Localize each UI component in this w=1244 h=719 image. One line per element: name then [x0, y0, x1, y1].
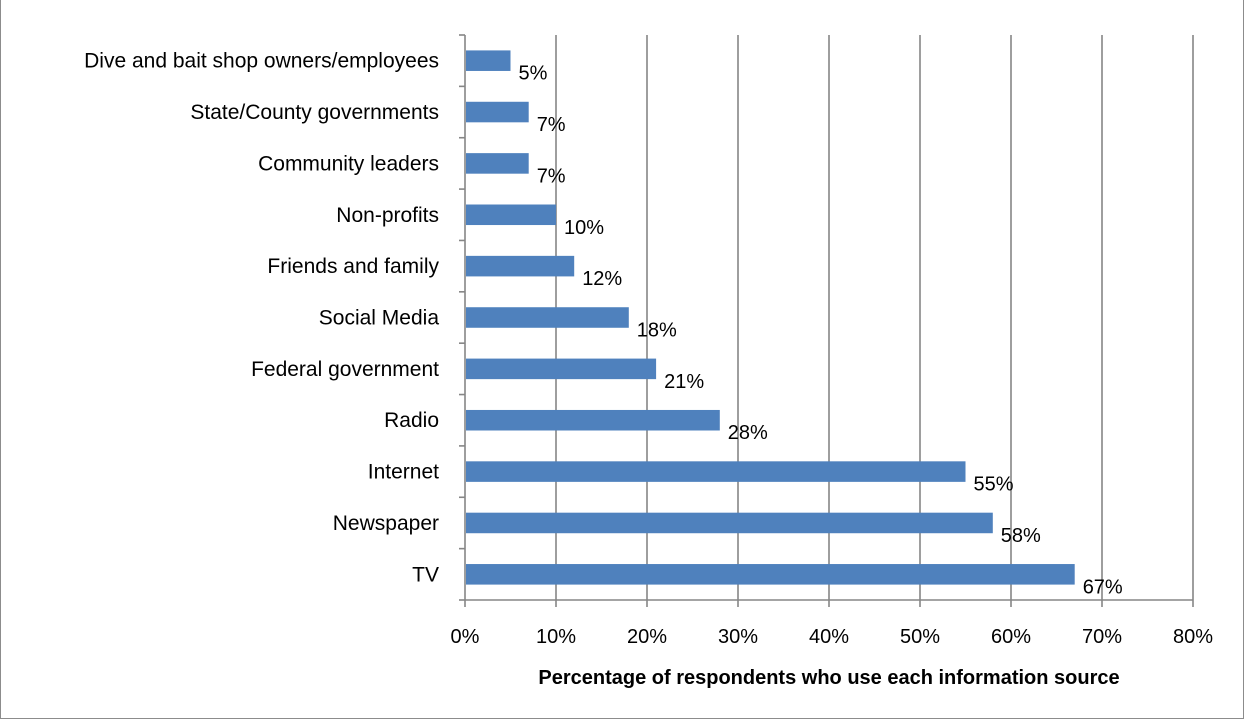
data-label: 7% [537, 114, 566, 136]
x-axis-title: Percentage of respondents who use each i… [538, 667, 1119, 689]
category-label: Radio [384, 409, 439, 432]
x-tick-label: 50% [900, 626, 940, 648]
bar [466, 204, 556, 226]
category-label: Federal government [251, 358, 439, 381]
category-label: State/County governments [190, 101, 439, 124]
data-label: 28% [728, 422, 768, 444]
category-label: TV [412, 563, 439, 586]
data-label: 7% [537, 165, 566, 187]
bar [466, 101, 529, 123]
bar [466, 512, 993, 534]
x-tick-label: 10% [536, 626, 576, 648]
bar [466, 307, 629, 328]
x-tick-label: 80% [1173, 626, 1213, 648]
data-label: 5% [519, 63, 548, 85]
category-label: Internet [368, 461, 439, 484]
gridlines [555, 35, 1194, 600]
data-label: 21% [664, 371, 704, 393]
data-label: 55% [974, 474, 1014, 496]
bar [466, 358, 657, 380]
axes [459, 34, 1194, 607]
x-tick-label: 0% [451, 626, 480, 648]
x-tick-label: 60% [991, 626, 1031, 648]
x-tick-label: 40% [809, 626, 849, 648]
bar [466, 255, 575, 277]
category-label: Newspaper [333, 512, 439, 535]
data-label: 67% [1083, 576, 1123, 598]
category-label: Friends and family [267, 255, 439, 278]
category-label: Community leaders [258, 152, 439, 175]
category-label: Social Media [319, 307, 440, 330]
bar [466, 153, 529, 174]
category-label: Non-profits [336, 204, 439, 227]
bars [466, 50, 1075, 585]
data-label: 18% [637, 320, 677, 342]
x-tick-label: 20% [627, 626, 667, 648]
data-label: 10% [564, 217, 604, 239]
bar [466, 50, 511, 71]
data-label: 12% [582, 268, 622, 290]
x-tick-label: 70% [1082, 626, 1122, 648]
bar [466, 409, 720, 431]
labels: 0% 10% 20% 30% 40% 50% 60% 70% 80% TV 67% Newspaper… [84, 50, 1213, 648]
x-tick-label: 30% [718, 626, 758, 648]
bar [466, 564, 1075, 585]
bar [466, 461, 966, 482]
data-label: 58% [1001, 525, 1041, 547]
category-label: Dive and bait shop owners/employees [84, 50, 439, 73]
